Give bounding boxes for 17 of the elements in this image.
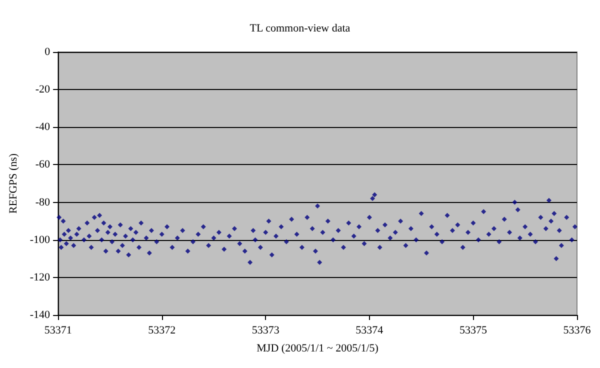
y-tick-label: -100 — [30, 234, 51, 246]
x-tick-label: 53372 — [148, 324, 176, 336]
y-tick-label: -120 — [30, 271, 51, 284]
x-tick-label: 53373 — [252, 324, 280, 336]
y-tick-label: 0 — [44, 46, 51, 58]
y-tick-label: -40 — [35, 121, 51, 134]
x-tick-label: 53371 — [44, 324, 72, 336]
x-tick-label: 53375 — [459, 324, 488, 336]
y-tick-label: -20 — [35, 84, 51, 96]
y-tick-label: -80 — [35, 196, 51, 208]
x-tick-label: 53374 — [356, 324, 384, 336]
y-axis-title: REFGPS (ns) — [8, 153, 20, 214]
chart-title: TL common-view data — [250, 22, 350, 34]
x-axis-title: MJD (2005/1/1 ~ 2005/1/5) — [256, 342, 379, 354]
x-tick-label: 53376 — [563, 324, 592, 336]
y-tick-label: -60 — [35, 158, 51, 171]
y-tick-label: -140 — [30, 309, 51, 321]
